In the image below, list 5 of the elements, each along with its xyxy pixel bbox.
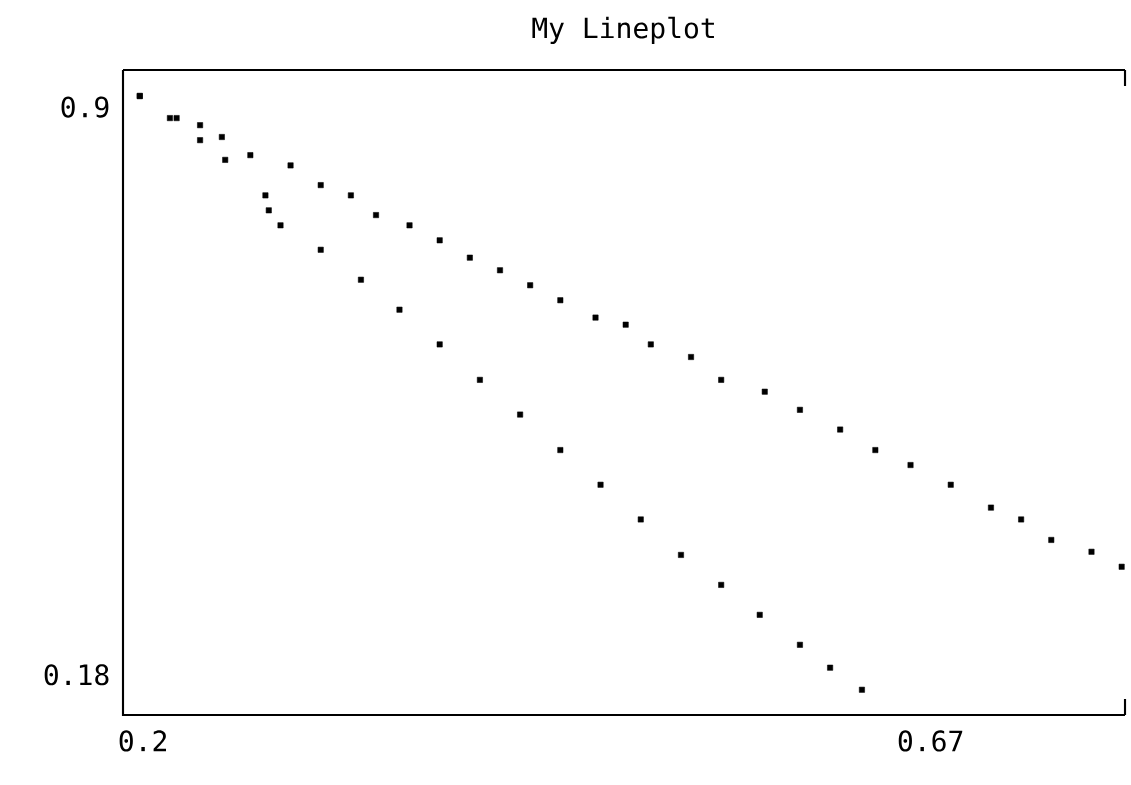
x-tick-label: 0.67: [898, 730, 963, 752]
chart-title: My Lineplot: [532, 16, 714, 44]
y-tick-label: 0.18: [44, 664, 109, 686]
x-tick-label: 0.2: [119, 730, 166, 752]
y-tick-label: 0.9: [61, 96, 109, 118]
